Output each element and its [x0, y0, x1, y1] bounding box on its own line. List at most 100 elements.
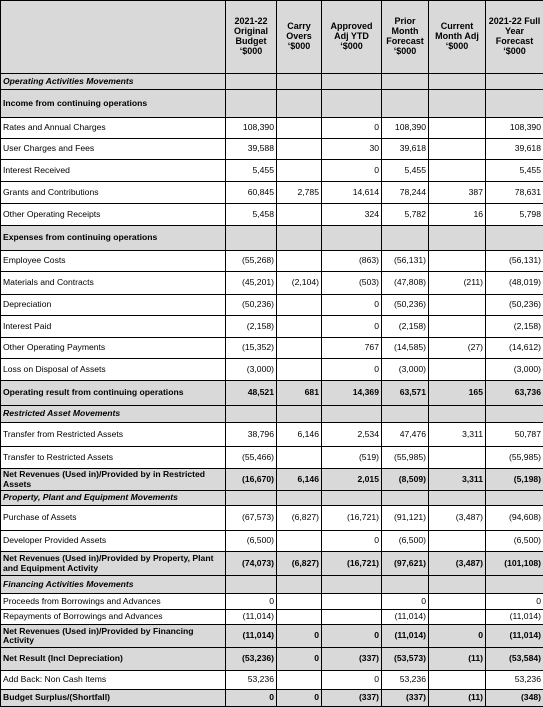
- row-label: Transfer from Restricted Assets: [1, 423, 226, 447]
- row-label: Transfer to Restricted Assets: [1, 447, 226, 469]
- cell-value: 0: [226, 594, 277, 610]
- cell-value: 165: [429, 381, 486, 406]
- cell-value: [429, 226, 486, 251]
- cell-value: 0: [322, 295, 382, 316]
- cell-value: (11,014): [486, 610, 543, 625]
- column-header: Current Month Adj ‘$000: [429, 1, 486, 74]
- cell-value: 5,458: [226, 204, 277, 226]
- cell-value: [277, 316, 322, 338]
- cell-value: (211): [429, 272, 486, 295]
- cell-value: 63,736: [486, 381, 543, 406]
- table-row: Employee Costs(55,268)(863)(56,131)(56,1…: [1, 251, 543, 272]
- table-row: Interest Paid(2,158)0(2,158)(2,158): [1, 316, 543, 338]
- row-label: Interest Paid: [1, 316, 226, 338]
- cell-value: 14,369: [322, 381, 382, 406]
- cell-value: [429, 594, 486, 610]
- cell-value: [277, 491, 322, 506]
- table-row: Operating Activities Movements: [1, 74, 543, 90]
- table-row: Net Revenues (Used in)/Provided by in Re…: [1, 469, 543, 491]
- cell-value: [226, 406, 277, 423]
- cell-value: 5,455: [226, 160, 277, 182]
- cell-value: 6,146: [277, 423, 322, 447]
- cell-value: 5,798: [486, 204, 543, 226]
- row-label: Financing Activities Movements: [1, 576, 226, 594]
- table-row: Income from continuing operations: [1, 90, 543, 118]
- cell-value: [277, 295, 322, 316]
- cell-value: (94,608): [486, 506, 543, 531]
- cell-value: (50,236): [226, 295, 277, 316]
- cell-value: [429, 251, 486, 272]
- cell-value: (45,201): [226, 272, 277, 295]
- row-label: Other Operating Receipts: [1, 204, 226, 226]
- cell-value: 39,588: [226, 139, 277, 160]
- cell-value: (2,158): [486, 316, 543, 338]
- cell-value: [429, 576, 486, 594]
- cell-value: (348): [486, 690, 543, 707]
- column-header: Approved Adj YTD ‘$000: [322, 1, 382, 74]
- table-row: Transfer to Restricted Assets(55,466)(51…: [1, 447, 543, 469]
- cell-value: 6,146: [277, 469, 322, 491]
- column-header: Carry Overs ‘$000: [277, 1, 322, 74]
- cell-value: [277, 359, 322, 381]
- table-row: Purchase of Assets(67,573)(6,827)(16,721…: [1, 506, 543, 531]
- cell-value: (55,985): [486, 447, 543, 469]
- row-label: Restricted Asset Movements: [1, 406, 226, 423]
- table-row: Net Result (Incl Depreciation)(53,236)0(…: [1, 648, 543, 671]
- cell-value: [382, 576, 429, 594]
- cell-value: [322, 226, 382, 251]
- cell-value: [486, 90, 543, 118]
- cell-value: [429, 491, 486, 506]
- cell-value: (6,500): [226, 531, 277, 552]
- cell-value: 0: [277, 625, 322, 648]
- cell-value: 53,236: [486, 671, 543, 690]
- cell-value: (15,352): [226, 338, 277, 359]
- row-label: Net Revenues (Used in)/Provided by in Re…: [1, 469, 226, 491]
- row-label: Depreciation: [1, 295, 226, 316]
- cell-value: (27): [429, 338, 486, 359]
- cell-value: (337): [322, 690, 382, 707]
- cell-value: 387: [429, 182, 486, 204]
- cell-value: 0: [226, 690, 277, 707]
- cell-value: [429, 118, 486, 139]
- cell-value: (101,108): [486, 552, 543, 576]
- cell-value: (11,014): [226, 625, 277, 648]
- cell-value: (11): [429, 648, 486, 671]
- cell-value: 0: [322, 671, 382, 690]
- cell-value: [322, 406, 382, 423]
- cell-value: [226, 576, 277, 594]
- cell-value: [322, 610, 382, 625]
- row-label: Rates and Annual Charges: [1, 118, 226, 139]
- cell-value: [322, 491, 382, 506]
- cell-value: [486, 576, 543, 594]
- cell-value: (55,985): [382, 447, 429, 469]
- cell-value: [429, 359, 486, 381]
- cell-value: 2,534: [322, 423, 382, 447]
- cell-value: 108,390: [226, 118, 277, 139]
- cell-value: (337): [382, 690, 429, 707]
- row-label: Loss on Disposal of Assets: [1, 359, 226, 381]
- cell-value: [486, 74, 543, 90]
- cell-value: [226, 491, 277, 506]
- column-header: Prior Month Forecast ‘$000: [382, 1, 429, 74]
- cell-value: (2,104): [277, 272, 322, 295]
- row-label: Employee Costs: [1, 251, 226, 272]
- cell-value: [429, 447, 486, 469]
- cell-value: [429, 406, 486, 423]
- cell-value: (11,014): [226, 610, 277, 625]
- cell-value: [277, 610, 322, 625]
- table-row: Materials and Contracts(45,201)(2,104)(5…: [1, 272, 543, 295]
- cell-value: (11,014): [382, 625, 429, 648]
- cell-value: (16,670): [226, 469, 277, 491]
- cell-value: (6,827): [277, 506, 322, 531]
- table-row: Property, Plant and Equipment Movements: [1, 491, 543, 506]
- cell-value: (3,000): [226, 359, 277, 381]
- row-label: Operating result from continuing operati…: [1, 381, 226, 406]
- cell-value: 108,390: [486, 118, 543, 139]
- cell-value: 78,244: [382, 182, 429, 204]
- row-label: Materials and Contracts: [1, 272, 226, 295]
- cell-value: (48,019): [486, 272, 543, 295]
- cell-value: (14,612): [486, 338, 543, 359]
- cell-value: 2,015: [322, 469, 382, 491]
